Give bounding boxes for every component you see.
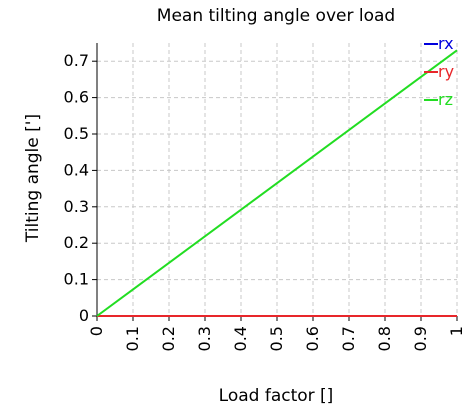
x-ticks: 0 0.1 0.2 0.3 0.4 0.5 0.6 0.7 0.8 0.9 1 bbox=[87, 316, 466, 351]
y-tick-label: 0 bbox=[79, 306, 89, 325]
x-tick-label: 0.4 bbox=[231, 326, 250, 351]
legend-label-ry: ry bbox=[438, 62, 454, 81]
x-tick-label: 1 bbox=[447, 326, 466, 336]
y-tick-label: 0.2 bbox=[64, 233, 89, 252]
y-tick-label: 0.4 bbox=[64, 160, 89, 179]
chart-title: Mean tilting angle over load bbox=[157, 6, 395, 26]
series-lines bbox=[96, 49, 458, 317]
x-axis-label: Load factor [] bbox=[219, 386, 334, 406]
x-tick-label: 0 bbox=[87, 326, 106, 336]
x-tick-label: 0.8 bbox=[375, 326, 394, 351]
x-tick-label: 0.7 bbox=[339, 326, 358, 351]
y-axis-label: Tilting angle ['] bbox=[23, 114, 43, 243]
y-tick-label: 0.7 bbox=[64, 51, 89, 70]
x-tick-label: 0.9 bbox=[411, 326, 430, 351]
y-tick-label: 0.1 bbox=[64, 270, 89, 289]
x-tick-label: 0.1 bbox=[123, 326, 142, 351]
legend-label-rx: rx bbox=[438, 34, 454, 53]
x-tick-label: 0.2 bbox=[159, 326, 178, 351]
x-tick-label: 0.6 bbox=[303, 326, 322, 351]
y-tick-label: 0.3 bbox=[64, 197, 89, 216]
legend-label-rz: rz bbox=[438, 90, 453, 109]
legend: rx ry rz bbox=[424, 34, 454, 109]
x-tick-label: 0.5 bbox=[267, 326, 286, 351]
series-line-rz bbox=[96, 49, 458, 317]
y-ticks: 0 0.1 0.2 0.3 0.4 0.5 0.6 0.7 bbox=[64, 51, 97, 325]
y-tick-label: 0.5 bbox=[64, 124, 89, 143]
grid bbox=[97, 43, 458, 316]
y-tick-label: 0.6 bbox=[64, 88, 89, 107]
x-tick-label: 0.3 bbox=[195, 326, 214, 351]
